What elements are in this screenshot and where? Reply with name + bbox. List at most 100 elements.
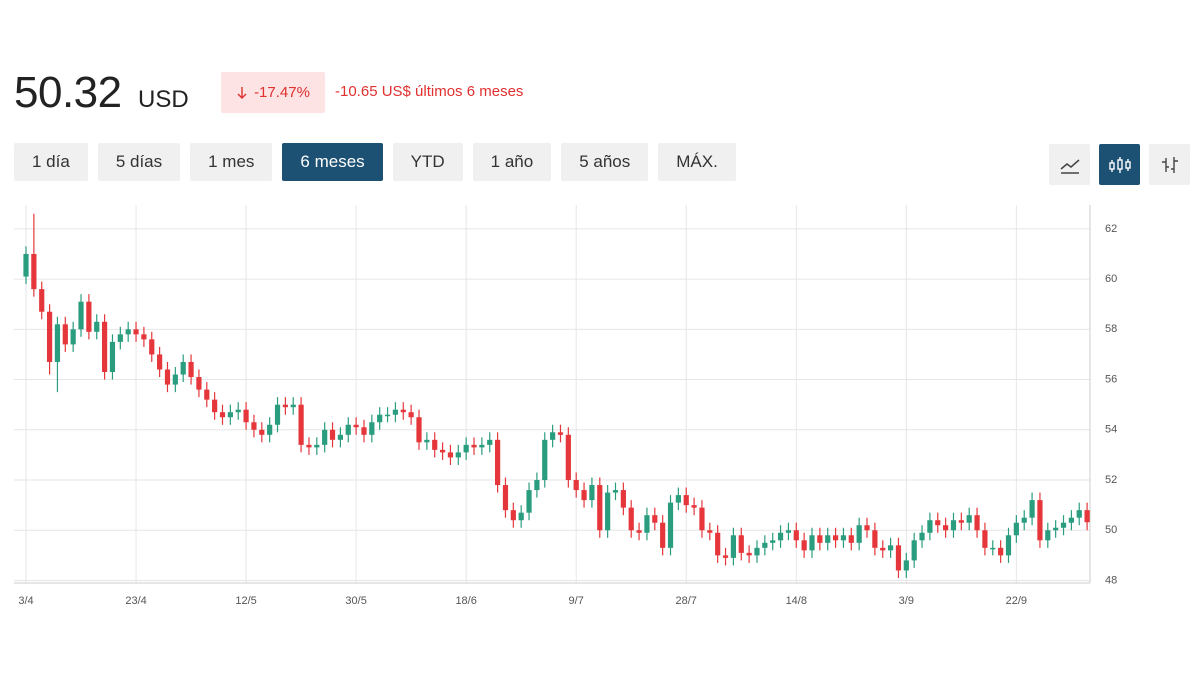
x-tick-label: 3/9 (899, 595, 914, 607)
candle-body (652, 515, 658, 523)
candle-body (1060, 522, 1067, 528)
y-tick-label: 60 (1105, 273, 1117, 285)
y-tick-label: 54 (1105, 424, 1117, 436)
price: 50.32 (14, 68, 122, 117)
candle-body (329, 429, 336, 440)
candle-body (950, 520, 957, 531)
candle-body (377, 414, 383, 423)
candle-body (691, 505, 697, 508)
x-tick-label: 22/9 (1006, 595, 1027, 607)
candle-body (746, 552, 752, 556)
candle-body (392, 409, 399, 415)
candle-body (54, 324, 61, 362)
candle-body (817, 535, 823, 543)
candle-body (699, 507, 705, 531)
ohlc-chart-button[interactable] (1149, 144, 1190, 185)
candle-body (825, 535, 831, 543)
candle-body (1021, 517, 1027, 523)
candle-body (384, 414, 391, 417)
candle-body (919, 532, 925, 541)
candle-body (730, 535, 736, 558)
candle-body (872, 530, 878, 548)
candle-body (62, 324, 68, 345)
candle-body (314, 444, 320, 448)
candle-body (557, 432, 564, 435)
candle-body (400, 409, 406, 413)
range-tab[interactable]: MÁX. (658, 143, 736, 181)
candle-body (23, 253, 29, 277)
candle-body (534, 480, 540, 491)
range-tab[interactable]: 1 día (14, 143, 88, 181)
y-tick-label: 58 (1105, 323, 1117, 335)
candle-body (46, 311, 53, 362)
candle-body (675, 495, 681, 503)
candle-body (958, 520, 964, 523)
candle-body (432, 439, 438, 450)
candle-body (188, 361, 194, 378)
candle-body (683, 495, 689, 506)
candle-body (180, 361, 186, 375)
x-tick-label: 3/4 (18, 595, 33, 607)
candle-body (581, 490, 587, 501)
candle-body (754, 547, 760, 556)
candle-body (715, 532, 721, 556)
candle-chart-button[interactable] (1099, 144, 1140, 185)
candle-body (251, 422, 257, 430)
candle-body (518, 512, 524, 521)
candle-body (667, 502, 674, 548)
candle-body (141, 334, 147, 340)
candle-body (612, 490, 619, 493)
candle-body (31, 253, 37, 290)
candle-body (337, 434, 343, 440)
range-tab[interactable]: 5 días (97, 143, 181, 181)
candle-body (974, 515, 980, 531)
line-chart-button[interactable] (1049, 144, 1090, 185)
candle-body (117, 334, 123, 342)
candle-body (880, 547, 886, 551)
candle-body (935, 520, 941, 526)
range-tab[interactable]: YTD (392, 143, 463, 181)
change-absolute: -10.65 US$ últimos 6 meses (335, 83, 524, 100)
range-tab[interactable]: 1 mes (190, 143, 273, 181)
candle-body (424, 439, 430, 443)
candle-body (1013, 522, 1019, 536)
candle-body (856, 525, 862, 543)
range-tab[interactable]: 1 año (472, 143, 552, 181)
candle-body (565, 434, 571, 481)
candle-body (605, 492, 611, 531)
candle-body (1029, 500, 1035, 518)
candle-body (439, 449, 446, 453)
candle-body (345, 424, 351, 435)
candle-body (1076, 510, 1082, 518)
y-tick-label: 52 (1105, 474, 1117, 486)
candle-body (212, 399, 218, 413)
candle-body (738, 535, 744, 553)
candle-body (416, 417, 422, 443)
y-tick-label: 50 (1105, 524, 1117, 536)
candle-body (911, 540, 917, 561)
candle-body (157, 354, 163, 370)
ohlc-icon (1161, 156, 1178, 173)
candle-body (770, 540, 776, 543)
candle-body (479, 444, 485, 448)
range-tab[interactable]: 6 meses (282, 143, 383, 181)
candle-body (777, 532, 784, 541)
candle-body (982, 530, 988, 548)
candle-body (164, 369, 171, 385)
candle-body (102, 321, 108, 373)
candle-body (495, 439, 501, 486)
candle-body (1037, 500, 1043, 541)
down-arrow (237, 86, 247, 99)
candle-body (660, 522, 666, 548)
candle-body (722, 555, 729, 558)
x-tick-label: 14/8 (786, 595, 807, 607)
range-tab[interactable]: 5 años (561, 143, 649, 181)
candle-body (196, 377, 202, 390)
candle-body (502, 485, 509, 511)
candle-body (550, 432, 556, 440)
candle-body (990, 547, 996, 550)
candle-body (864, 525, 870, 531)
x-tick-label: 18/6 (455, 595, 476, 607)
candle-body (78, 301, 84, 330)
x-tick-label: 28/7 (676, 595, 697, 607)
